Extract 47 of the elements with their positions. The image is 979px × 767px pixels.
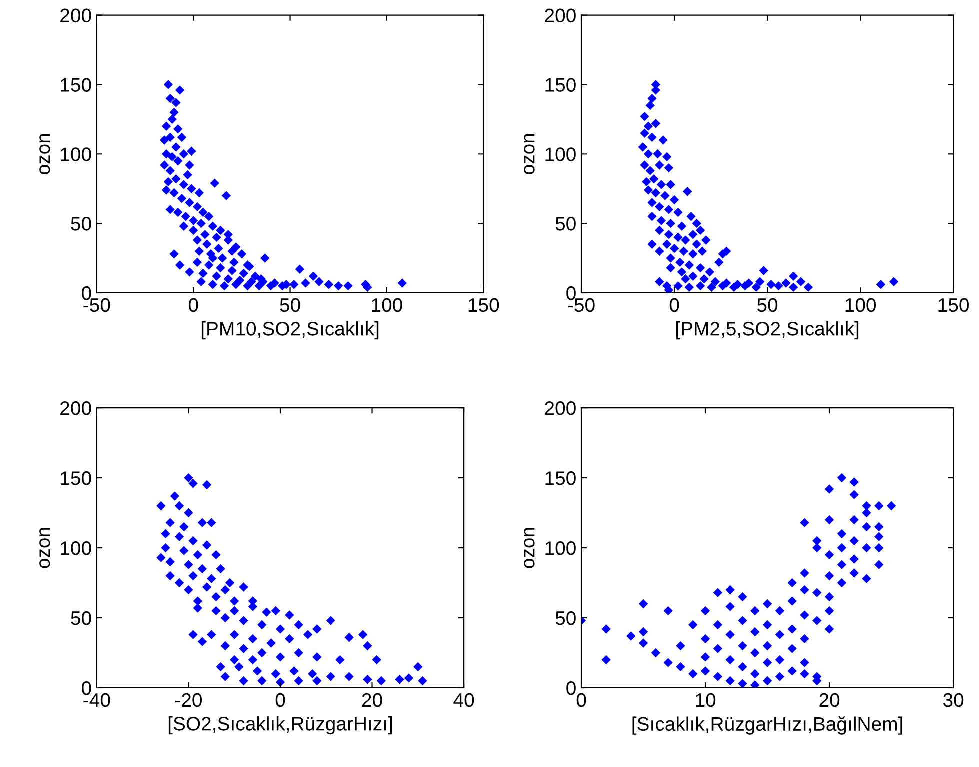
x-tick-label: 0 (188, 298, 198, 312)
x-tick-label: 100 (372, 298, 402, 312)
y-tick-label: 100 (546, 148, 576, 162)
y-tick-label: 50 (71, 611, 92, 626)
x-tick-label: 100 (846, 298, 876, 312)
x-tick-label: 20 (820, 693, 840, 708)
x-tick-label: 30 (943, 693, 964, 708)
y-tick-label: 100 (61, 541, 92, 556)
y-tick-label: 0 (82, 681, 92, 696)
x-tick-label: 150 (938, 298, 970, 312)
x-tick-label: -50 (568, 298, 595, 312)
y-tick-label: 150 (61, 78, 92, 92)
x-tick-label: 0 (576, 693, 586, 708)
y-tick-label: 200 (60, 8, 92, 23)
y-tick-label: 0 (82, 286, 92, 300)
y-tick-label: 100 (61, 148, 92, 162)
y-axis-title: ozon (524, 134, 535, 174)
x-axis-title: [PM2,5,SO2,Sıcaklık] (676, 322, 859, 340)
y-axis-title: ozon (40, 134, 50, 174)
x-tick-label: 50 (280, 298, 300, 312)
y-tick-label: 50 (556, 611, 576, 626)
x-tick-label: 40 (454, 693, 474, 708)
x-axis-title: [SO2,Sıcaklık,RüzgarHızı] (168, 716, 392, 735)
y-tick-label: 200 (545, 8, 576, 23)
y-tick-label: 150 (61, 472, 92, 486)
x-axis-title: [Sıcaklık,RüzgarHızı,BağılNem] (632, 716, 902, 735)
x-tick-label: 50 (758, 298, 778, 312)
y-tick-label: 150 (546, 472, 576, 486)
y-tick-label: 100 (546, 541, 576, 556)
x-axis-title: [PM10,SO2,Sıcaklık] (202, 322, 379, 340)
y-axis-title: ozon (524, 528, 535, 568)
x-tick-label: 150 (468, 298, 500, 312)
y-axis-title: ozon (40, 528, 50, 568)
y-tick-label: 150 (546, 78, 576, 92)
x-tick-label: 20 (362, 693, 382, 708)
y-tick-label: 50 (71, 217, 92, 231)
x-tick-label: -20 (176, 693, 202, 708)
y-tick-label: 200 (545, 402, 576, 416)
x-tick-label: 0 (276, 693, 286, 708)
x-tick-label: 0 (670, 298, 680, 312)
x-tick-label: -40 (84, 693, 110, 708)
y-tick-label: 0 (566, 681, 576, 696)
y-tick-label: 200 (60, 402, 92, 416)
x-tick-label: -50 (84, 298, 110, 312)
x-tick-label: 10 (696, 693, 716, 708)
y-tick-label: 0 (566, 286, 576, 300)
y-tick-label: 50 (556, 217, 576, 231)
